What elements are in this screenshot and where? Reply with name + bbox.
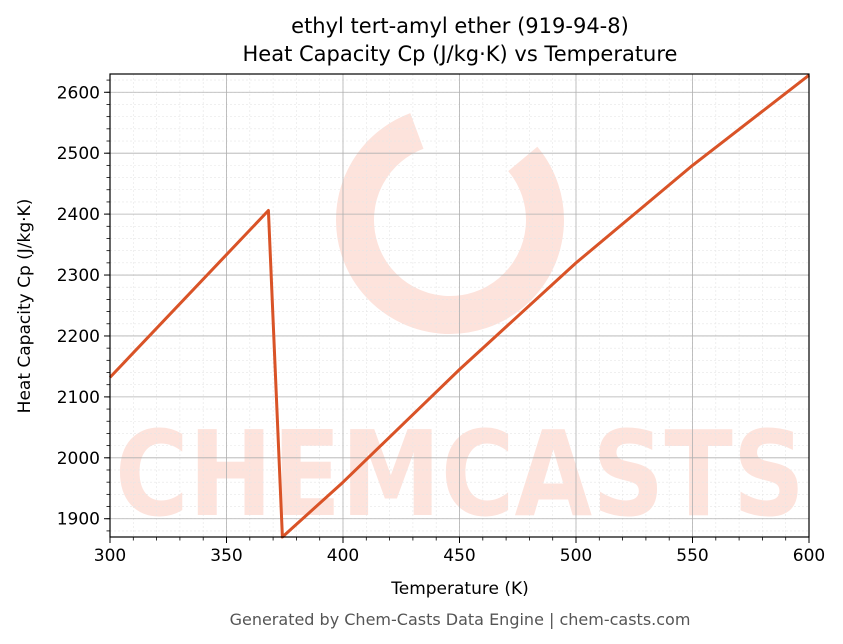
- watermark-text: CHEMCASTS: [115, 405, 805, 543]
- x-tick-labels: 300 350 400 450 500 550 600: [94, 546, 825, 566]
- x-axis-label: Temperature (K): [390, 579, 529, 599]
- x-tick-label: 500: [560, 546, 592, 566]
- y-tick-label: 2500: [57, 144, 100, 164]
- x-tick-label: 600: [793, 546, 825, 566]
- x-tick-label: 350: [210, 546, 242, 566]
- x-tick-label: 550: [676, 546, 708, 566]
- chart-title-line-1: ethyl tert-amyl ether (919-94-8): [291, 14, 629, 38]
- series-layer: [108, 74, 810, 539]
- major-grid: [109, 74, 810, 537]
- chart-title-line-2: Heat Capacity Cp (J/kg·K) vs Temperature: [243, 42, 678, 66]
- y-tick-label: 2400: [57, 205, 100, 225]
- footer-credit: Generated by Chem-Casts Data Engine | ch…: [230, 610, 691, 629]
- heat-capacity-series-line: [108, 74, 810, 539]
- y-tick-label: 2100: [57, 388, 100, 408]
- y-tick-label: 2200: [57, 327, 100, 347]
- x-tick-label: 400: [327, 546, 359, 566]
- watermark-logo-ring: [336, 105, 564, 334]
- chemcasts-watermark: CHEMCASTS: [115, 105, 805, 543]
- y-tick-label: 1900: [57, 510, 100, 530]
- x-tick-label: 300: [94, 546, 126, 566]
- chart-title: ethyl tert-amyl ether (919-94-8) Heat Ca…: [243, 14, 678, 66]
- y-axis-label: Heat Capacity Cp (J/kg·K): [15, 199, 35, 414]
- ticks-layer: [104, 79, 810, 543]
- x-tick-label: 450: [443, 546, 475, 566]
- y-tick-labels: 1900 2000 2100 2200 2300 2400 2500 2600: [57, 83, 100, 529]
- y-tick-label: 2300: [57, 266, 100, 286]
- y-tick-label: 2600: [57, 83, 100, 103]
- y-tick-label: 2000: [57, 449, 100, 469]
